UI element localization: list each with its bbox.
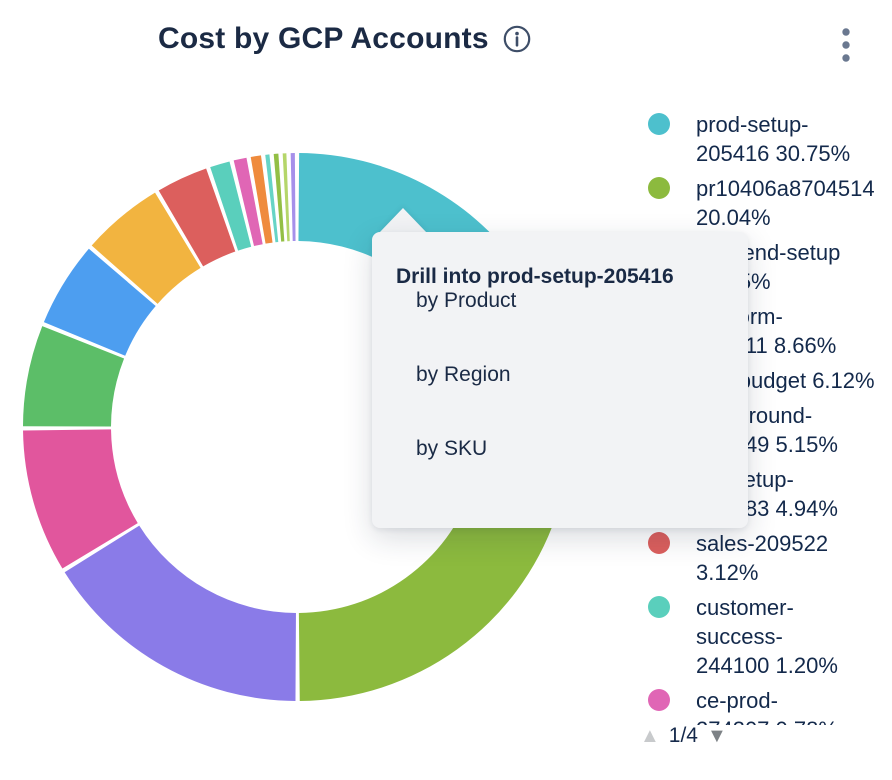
- legend-item[interactable]: customer-success- 244100 1.20%: [648, 593, 892, 680]
- legend-swatch: [648, 113, 670, 135]
- drilldown-by-product[interactable]: by Product: [416, 289, 517, 312]
- legend-swatch: [648, 177, 670, 199]
- legend-label: customer-success- 244100 1.20%: [696, 595, 838, 678]
- header: Cost by GCP Accounts: [158, 22, 532, 56]
- legend-swatch: [648, 689, 670, 711]
- donut-chart: [23, 153, 571, 701]
- donut-slice-small-10[interactable]: [250, 155, 273, 244]
- legend-item[interactable]: ce-prod-274307 0.78%: [648, 686, 892, 725]
- donut-slice-ce-prod-274307[interactable]: [233, 157, 263, 247]
- legend-item[interactable]: pr10406a8704514 20.04%: [648, 174, 892, 232]
- donut-slice-stg-setup-207183[interactable]: [91, 192, 201, 304]
- kebab-menu-icon[interactable]: [840, 26, 852, 64]
- donut-slice-backend-setup[interactable]: [64, 525, 296, 701]
- donut-slice-playground-213549[interactable]: [43, 248, 156, 356]
- donut-slice-platform-208411[interactable]: [23, 429, 138, 569]
- donut-slice-small-13[interactable]: [282, 153, 290, 242]
- legend-swatch: [648, 596, 670, 618]
- tooltip-caret: [379, 208, 427, 233]
- donut-slice-small-12[interactable]: [273, 153, 285, 242]
- page-up-arrow[interactable]: ▲: [640, 725, 660, 747]
- legend-label: ce-prod-274307 0.78%: [696, 688, 838, 725]
- legend-label: sales-209522 3.12%: [696, 531, 829, 585]
- info-icon[interactable]: [502, 24, 532, 54]
- donut-slice-small-14[interactable]: [290, 153, 296, 242]
- legend-pagination: ▲ 1/4 ▼: [640, 724, 727, 748]
- donut-slice-pr10406a8704514[interactable]: [298, 488, 556, 701]
- donut-slice-small-11[interactable]: [265, 154, 279, 243]
- page-down-arrow[interactable]: ▼: [707, 725, 727, 747]
- legend-item[interactable]: prod-setup- 205416 30.75%: [648, 110, 892, 168]
- drilldown-menu: Drill into prod-setup-205416 by Product …: [372, 232, 748, 528]
- drilldown-title: Drill into prod-setup-205416: [396, 265, 674, 288]
- legend-label: prod-setup- 205416 30.75%: [696, 112, 851, 166]
- legend-swatch: [648, 532, 670, 554]
- drilldown-by-sku[interactable]: by SKU: [416, 437, 488, 460]
- page-title: Cost by GCP Accounts: [158, 22, 489, 55]
- donut-slice-customer-success-244100[interactable]: [210, 161, 252, 251]
- donut-slice-gcp-budget[interactable]: [23, 326, 125, 427]
- donut-slice-sales-209522[interactable]: [158, 168, 236, 267]
- legend-item[interactable]: sales-209522 3.12%: [648, 529, 892, 587]
- drilldown-by-region[interactable]: by Region: [416, 363, 511, 386]
- legend-label: pr10406a8704514 20.04%: [696, 176, 875, 230]
- page-indicator: 1/4: [668, 724, 698, 747]
